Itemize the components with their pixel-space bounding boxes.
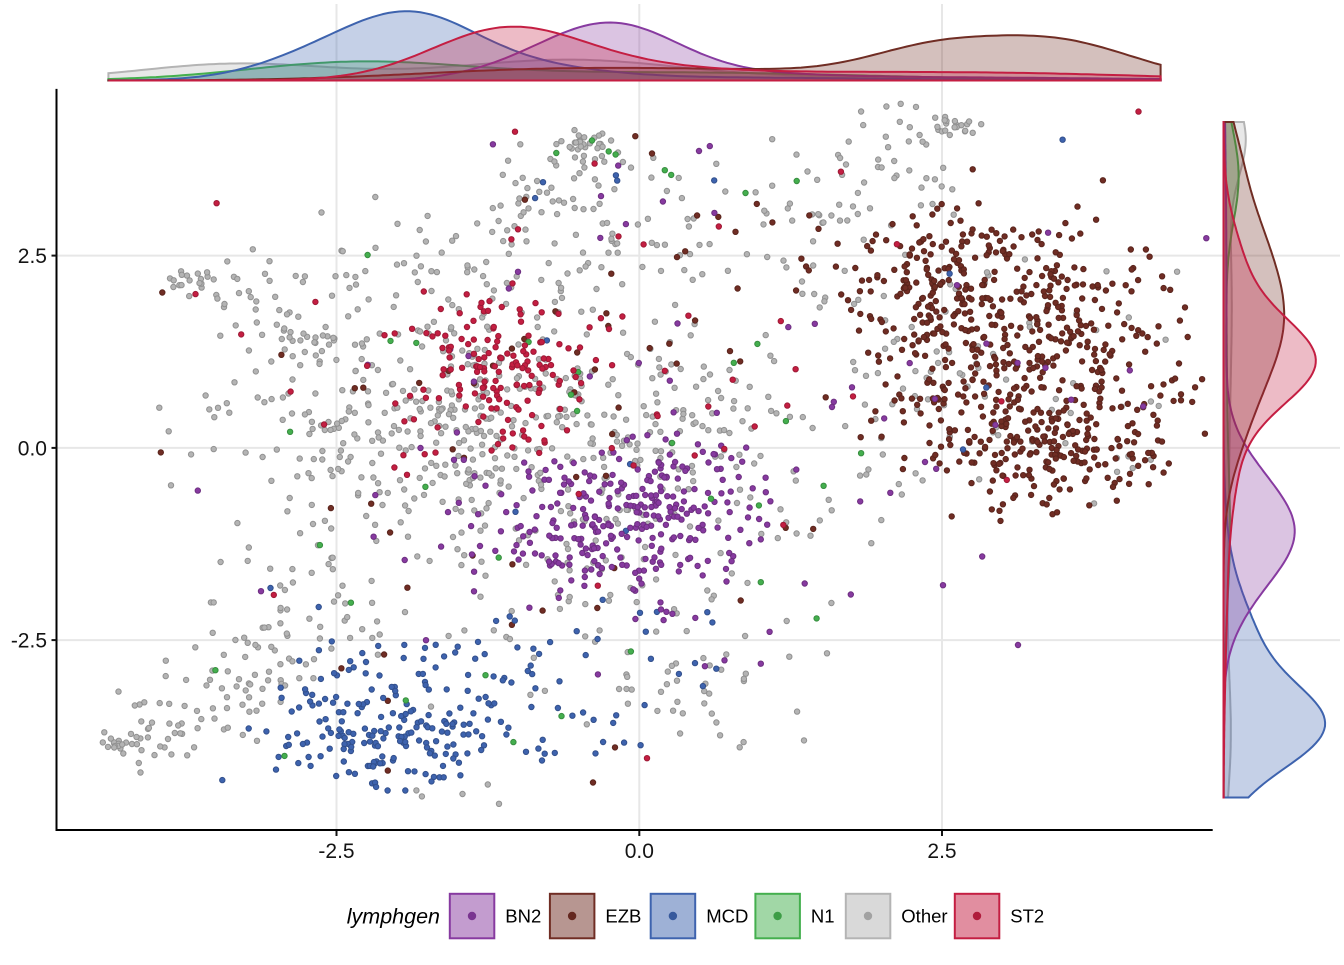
svg-text:BN2: BN2	[505, 906, 541, 927]
svg-text:ST2: ST2	[1010, 906, 1044, 927]
svg-text:2.5: 2.5	[18, 245, 47, 268]
svg-text:0.0: 0.0	[625, 840, 654, 863]
svg-text:-2.5: -2.5	[11, 630, 47, 653]
svg-text:EZB: EZB	[605, 906, 641, 927]
svg-text:-2.5: -2.5	[318, 840, 354, 863]
svg-text:0.0: 0.0	[18, 437, 47, 460]
svg-text:Other: Other	[901, 906, 947, 927]
svg-text:MCD: MCD	[706, 906, 748, 927]
svg-text:2.5: 2.5	[927, 840, 956, 863]
svg-text:lymphgen: lymphgen	[347, 905, 440, 929]
svg-text:N1: N1	[811, 906, 835, 927]
